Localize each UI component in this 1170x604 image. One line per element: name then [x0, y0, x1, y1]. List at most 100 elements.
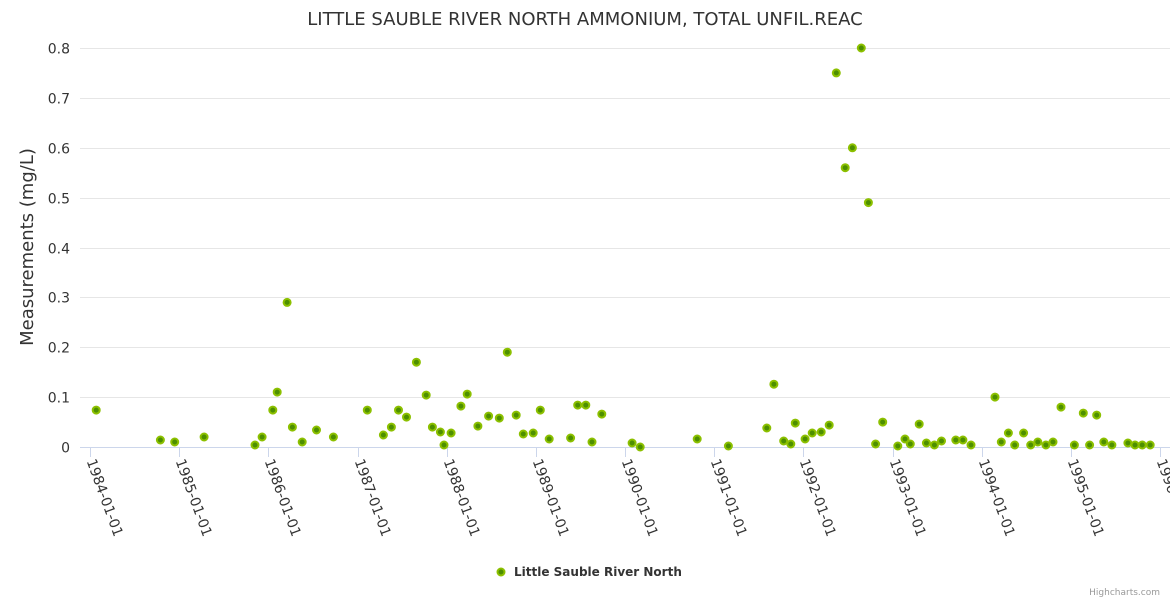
data-point[interactable] [272, 387, 282, 397]
data-point[interactable] [484, 411, 494, 421]
data-point[interactable] [951, 435, 961, 445]
legend-item[interactable]: Little Sauble River North [496, 565, 682, 579]
data-point[interactable] [446, 428, 456, 438]
data-point[interactable] [566, 433, 576, 443]
data-point[interactable] [790, 418, 800, 428]
data-point[interactable] [635, 442, 645, 452]
data-point[interactable] [411, 357, 421, 367]
x-tick-label: 1988-01-01 [440, 457, 483, 539]
data-point[interactable] [535, 405, 545, 415]
data-point[interactable] [1033, 437, 1043, 447]
data-point[interactable] [937, 436, 946, 446]
data-point[interactable] [170, 437, 180, 447]
data-point[interactable] [958, 435, 968, 445]
data-point[interactable] [1099, 437, 1109, 447]
data-point[interactable] [779, 436, 789, 446]
data-point[interactable] [511, 410, 521, 420]
data-point[interactable] [544, 434, 554, 444]
data-point[interactable] [893, 441, 903, 451]
data-point[interactable] [831, 68, 841, 78]
data-point[interactable] [627, 438, 637, 448]
data-point[interactable] [462, 389, 472, 399]
data-point[interactable] [287, 422, 297, 432]
data-point[interactable] [528, 428, 538, 438]
data-point[interactable] [1048, 437, 1058, 447]
data-point[interactable] [581, 400, 591, 410]
data-point[interactable] [362, 405, 372, 415]
data-point[interactable] [1130, 440, 1140, 450]
data-point[interactable] [1069, 440, 1079, 450]
data-point[interactable] [250, 440, 260, 450]
data-point[interactable] [1085, 440, 1095, 450]
x-tick-label: 1989-01-01 [529, 457, 572, 539]
data-point[interactable] [723, 441, 733, 451]
y-axis-labels: 0 0.1 0.2 0.3 0.4 0.5 0.6 0.7 0.8 [48, 42, 70, 457]
data-point[interactable] [1078, 408, 1088, 418]
data-point[interactable] [1026, 440, 1036, 450]
data-point[interactable] [990, 392, 1000, 402]
data-point[interactable] [996, 437, 1006, 447]
data-point[interactable] [394, 405, 403, 415]
data-point[interactable] [587, 437, 597, 447]
data-point[interactable] [91, 405, 101, 415]
data-point[interactable] [871, 439, 881, 449]
data-point[interactable] [878, 417, 888, 427]
data-point[interactable] [312, 425, 321, 435]
data-point[interactable] [573, 400, 583, 410]
data-point[interactable] [1123, 438, 1133, 448]
data-point[interactable] [597, 409, 607, 419]
data-point[interactable] [856, 43, 866, 53]
data-point[interactable] [1092, 410, 1102, 420]
y-tick-label: 0.2 [48, 341, 70, 357]
data-point[interactable] [282, 297, 292, 307]
data-point[interactable] [1137, 440, 1147, 450]
data-point[interactable] [456, 401, 466, 411]
data-point[interactable] [435, 427, 445, 437]
data-point[interactable] [905, 439, 915, 449]
data-point[interactable] [863, 198, 873, 208]
credits-link[interactable]: Highcharts.com [1089, 588, 1160, 598]
data-point[interactable] [840, 163, 850, 173]
data-point[interactable] [1041, 440, 1051, 450]
data-point[interactable] [966, 440, 976, 450]
data-point[interactable] [816, 427, 826, 437]
data-point[interactable] [155, 435, 165, 445]
data-point[interactable] [847, 143, 857, 153]
data-point[interactable] [921, 438, 931, 448]
y-tick-label: 0.5 [48, 192, 70, 208]
data-point[interactable] [328, 432, 338, 442]
data-point[interactable] [807, 428, 817, 438]
data-point[interactable] [427, 422, 437, 432]
data-point[interactable] [900, 434, 910, 444]
data-point[interactable] [1107, 440, 1117, 450]
data-point[interactable] [378, 430, 388, 440]
data-point[interactable] [1019, 428, 1029, 438]
data-point[interactable] [769, 379, 779, 389]
data-point[interactable] [268, 405, 278, 415]
data-point[interactable] [421, 390, 431, 400]
x-tick-label: 1994-01-01 [975, 457, 1018, 539]
data-point[interactable] [439, 440, 449, 450]
data-point[interactable] [800, 434, 810, 444]
data-point[interactable] [502, 347, 512, 357]
data-point[interactable] [473, 421, 483, 431]
x-tick-label: 1984-01-01 [83, 457, 126, 539]
data-point[interactable] [929, 440, 939, 450]
data-point[interactable] [257, 432, 267, 442]
data-point[interactable] [494, 413, 504, 423]
data-point[interactable] [518, 429, 528, 439]
data-point[interactable] [386, 422, 396, 432]
data-point[interactable] [824, 420, 834, 430]
data-point[interactable] [1003, 428, 1013, 438]
data-point[interactable] [1145, 440, 1155, 450]
data-point[interactable] [914, 419, 924, 429]
data-point[interactable] [786, 439, 796, 449]
data-point[interactable] [199, 432, 209, 442]
data-point[interactable] [692, 434, 702, 444]
data-point[interactable] [1010, 440, 1020, 450]
data-point[interactable] [762, 423, 772, 433]
data-point[interactable] [1056, 402, 1066, 412]
y-tick-label: 0.4 [48, 242, 70, 258]
data-point[interactable] [297, 437, 307, 447]
data-point[interactable] [402, 412, 411, 422]
